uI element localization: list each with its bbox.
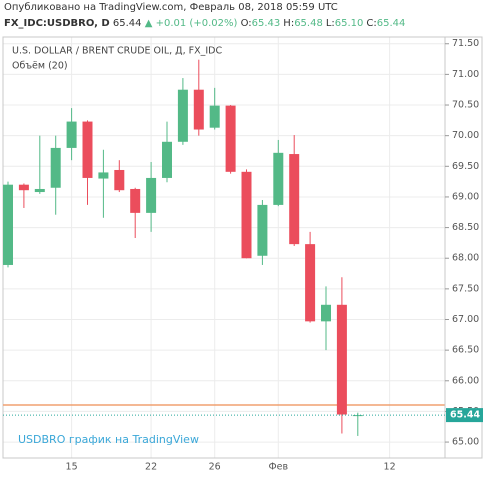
chart-title: U.S. DOLLAR / BRENT CRUDE OIL, Д, FX_IDC [12,46,222,57]
x-tick-label: 22 [145,462,157,473]
candle-body [273,152,284,205]
candle-body [50,147,61,188]
candle-body [257,204,268,256]
candles [3,59,363,436]
candle-body [305,244,316,322]
candle-body [241,171,252,259]
y-tick-label: 71.50 [452,38,479,49]
x-tick-label: Фев [268,462,288,473]
y-tick-label: 66.50 [452,345,479,356]
candle-body [66,121,77,148]
y-tick-label: 68.00 [452,253,479,264]
ohlc-value: 65.48 [294,18,323,29]
candle-body [209,105,220,128]
y-tick-label: 69.00 [452,191,479,202]
ohlc-value: 65.44 [376,18,406,29]
y-tick-label: 69.50 [452,161,479,172]
published-note: Опубликовано на TradingView.com, Февраль… [4,2,338,13]
watermark: USDBRO график на TradingView [18,433,199,446]
candle-body [130,188,141,213]
x-tick-label: 12 [384,462,396,473]
last-price-label: 65.44 [450,410,480,421]
y-tick-label: 71.00 [452,69,479,80]
price: 65.44 [112,18,142,29]
candle-body [98,172,109,179]
candle-body [162,141,172,178]
candle-body [18,184,29,191]
change: ▲ +0.01 (+0.02%) [144,18,238,29]
candle-body [289,154,300,245]
ohlc-key: H: [283,18,295,29]
candle-body [225,105,236,172]
candle-body [177,89,188,142]
y-tick-label: 70.00 [452,130,479,141]
chart-subtitle: Объём (20) [12,61,68,72]
candle-body [3,184,13,265]
ohlc-key: L: [325,18,335,29]
candle-body [193,89,204,130]
x-tick-label: 15 [66,462,78,473]
x-tick-label: 26 [209,462,221,473]
y-tick-label: 68.50 [452,222,479,233]
candle-body [82,121,93,178]
candle-body [336,304,347,415]
y-tick-label: 65.00 [452,437,479,448]
y-tick-label: 66.00 [452,375,479,386]
candle-body [321,304,331,322]
y-tick-label: 67.50 [452,283,479,294]
candle-body [34,188,45,193]
ohlc-value: 65.43 [251,18,281,29]
candle-body [146,177,157,213]
candle-body [114,169,125,191]
plot-frame [2,36,446,459]
y-tick-label: 67.00 [452,314,479,325]
symbol-line: FX_IDC:USDBRO, D 65.44 ▲ +0.01 (+0.02%) … [4,18,408,29]
grid [3,37,445,458]
symbol: FX_IDC:USDBRO, D [4,18,110,29]
ohlc: O:65.43 H:65.48 L:65.10 C:65.44 [241,18,409,29]
ohlc-key: C: [366,18,377,29]
ohlc-value: 65.10 [334,18,364,29]
axes: 65.0065.5066.0066.5067.0067.5068.0068.50… [3,36,483,473]
last-price-box [446,408,483,423]
y-tick-label: 70.50 [452,100,479,111]
ohlc-key: O: [240,18,252,29]
price-axis [444,36,483,459]
